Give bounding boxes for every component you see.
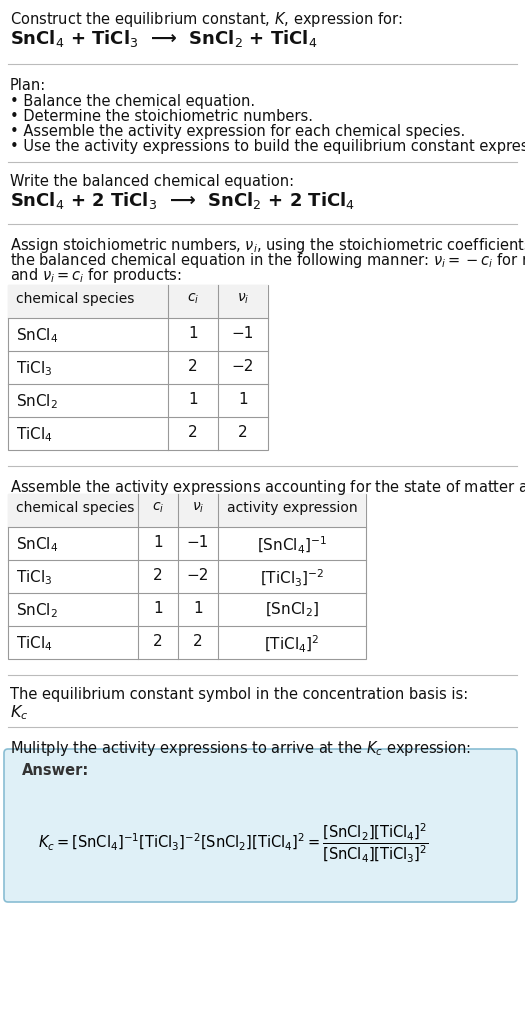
FancyBboxPatch shape xyxy=(4,749,517,902)
Text: Plan:: Plan: xyxy=(10,78,46,93)
Bar xyxy=(8,494,366,527)
Text: The equilibrium constant symbol in the concentration basis is:: The equilibrium constant symbol in the c… xyxy=(10,687,468,702)
Text: SnCl$_2$: SnCl$_2$ xyxy=(16,392,58,410)
Text: 1: 1 xyxy=(238,392,248,407)
Text: 1: 1 xyxy=(153,601,163,616)
Bar xyxy=(8,494,366,659)
Text: $c_i$: $c_i$ xyxy=(187,292,199,307)
Text: TiCl$_4$: TiCl$_4$ xyxy=(16,425,52,444)
Text: 2: 2 xyxy=(193,634,203,649)
Text: SnCl$_4$ + 2 TiCl$_3$  ⟶  SnCl$_2$ + 2 TiCl$_4$: SnCl$_4$ + 2 TiCl$_3$ ⟶ SnCl$_2$ + 2 TiC… xyxy=(10,190,355,211)
Text: [SnCl$_4$]$^{-1}$: [SnCl$_4$]$^{-1}$ xyxy=(257,535,327,556)
Text: SnCl$_4$: SnCl$_4$ xyxy=(16,535,58,554)
Text: 2: 2 xyxy=(188,359,198,374)
Text: 2: 2 xyxy=(188,425,198,440)
Text: SnCl$_4$ + TiCl$_3$  ⟶  SnCl$_2$ + TiCl$_4$: SnCl$_4$ + TiCl$_3$ ⟶ SnCl$_2$ + TiCl$_4… xyxy=(10,28,318,49)
Text: $\nu_i$: $\nu_i$ xyxy=(192,501,204,515)
Text: 2: 2 xyxy=(153,634,163,649)
Bar xyxy=(8,285,268,450)
Text: • Assemble the activity expression for each chemical species.: • Assemble the activity expression for e… xyxy=(10,124,465,139)
Text: $K_c$: $K_c$ xyxy=(10,703,28,721)
Text: 1: 1 xyxy=(153,535,163,550)
Text: Answer:: Answer: xyxy=(22,763,89,778)
Text: $\nu_i$: $\nu_i$ xyxy=(237,292,249,307)
Text: [TiCl$_3$]$^{-2}$: [TiCl$_3$]$^{-2}$ xyxy=(260,568,324,589)
Text: 2: 2 xyxy=(238,425,248,440)
Text: Assemble the activity expressions accounting for the state of matter and $\nu_i$: Assemble the activity expressions accoun… xyxy=(10,478,525,497)
Text: SnCl$_2$: SnCl$_2$ xyxy=(16,601,58,620)
Text: chemical species: chemical species xyxy=(16,292,134,306)
Text: 1: 1 xyxy=(188,392,198,407)
Text: $c_i$: $c_i$ xyxy=(152,501,164,515)
Text: the balanced chemical equation in the following manner: $\nu_i = -c_i$ for react: the balanced chemical equation in the fo… xyxy=(10,251,525,270)
Text: 2: 2 xyxy=(153,568,163,583)
Text: −2: −2 xyxy=(232,359,254,374)
Text: and $\nu_i = c_i$ for products:: and $\nu_i = c_i$ for products: xyxy=(10,266,182,285)
Text: • Balance the chemical equation.: • Balance the chemical equation. xyxy=(10,94,255,109)
Text: activity expression: activity expression xyxy=(227,501,358,515)
Text: 1: 1 xyxy=(188,326,198,341)
Text: −1: −1 xyxy=(187,535,209,550)
Text: Assign stoichiometric numbers, $\nu_i$, using the stoichiometric coefficients, $: Assign stoichiometric numbers, $\nu_i$, … xyxy=(10,236,525,255)
Text: Mulitply the activity expressions to arrive at the $K_c$ expression:: Mulitply the activity expressions to arr… xyxy=(10,739,471,758)
Text: TiCl$_4$: TiCl$_4$ xyxy=(16,634,52,652)
Text: SnCl$_4$: SnCl$_4$ xyxy=(16,326,58,344)
Text: • Use the activity expressions to build the equilibrium constant expression.: • Use the activity expressions to build … xyxy=(10,139,525,154)
Text: $K_c = [\mathrm{SnCl_4}]^{-1} [\mathrm{TiCl_3}]^{-2} [\mathrm{SnCl_2}] [\mathrm{: $K_c = [\mathrm{SnCl_4}]^{-1} [\mathrm{T… xyxy=(38,821,429,865)
Text: Write the balanced chemical equation:: Write the balanced chemical equation: xyxy=(10,174,294,189)
Text: −1: −1 xyxy=(232,326,254,341)
Text: −2: −2 xyxy=(187,568,209,583)
Text: [SnCl$_2$]: [SnCl$_2$] xyxy=(265,601,319,620)
Text: 1: 1 xyxy=(193,601,203,616)
Bar xyxy=(8,285,268,318)
Text: Construct the equilibrium constant, $K$, expression for:: Construct the equilibrium constant, $K$,… xyxy=(10,10,403,29)
Text: TiCl$_3$: TiCl$_3$ xyxy=(16,359,52,378)
Text: [TiCl$_4$]$^2$: [TiCl$_4$]$^2$ xyxy=(264,634,320,655)
Text: TiCl$_3$: TiCl$_3$ xyxy=(16,568,52,586)
Text: chemical species: chemical species xyxy=(16,501,134,515)
Text: • Determine the stoichiometric numbers.: • Determine the stoichiometric numbers. xyxy=(10,109,313,124)
